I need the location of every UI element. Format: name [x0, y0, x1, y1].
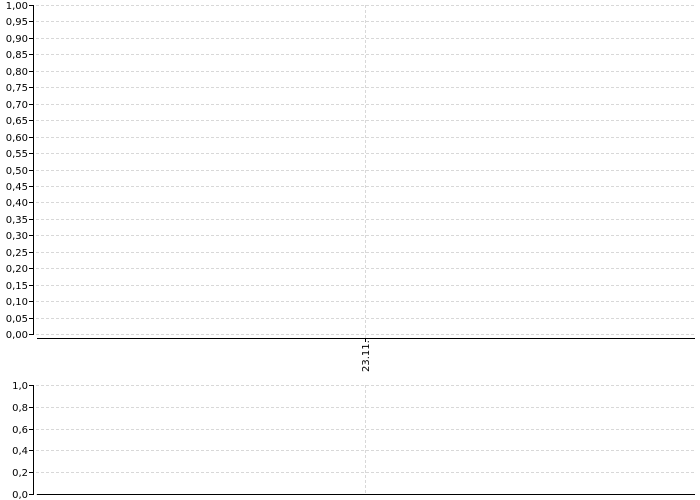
y-tick-label: 0,60: [6, 133, 28, 144]
y-tick-label: 0,90: [6, 34, 28, 45]
y-tick-label: 0,6: [12, 425, 28, 436]
y-tick-label: 0,35: [6, 215, 28, 226]
y-tick-label: 1,0: [12, 381, 28, 392]
x-tick-label: 23.11.: [361, 340, 372, 372]
y-tick-label: 0,45: [6, 182, 28, 193]
y-tick-label: 0,50: [6, 166, 28, 177]
y-tick-label: 0,05: [6, 314, 28, 325]
y-tick-label: 0,2: [12, 468, 28, 479]
y-tick-label: 0,80: [6, 67, 28, 78]
y-tick-label: 1,00: [6, 1, 28, 12]
y-tick-label: 0,4: [12, 446, 28, 457]
y-tick-label: 0,0: [12, 490, 28, 500]
y-tick-label: 0,70: [6, 100, 28, 111]
y-tick-label: 0,95: [6, 17, 28, 28]
y-tick-label: 0,15: [6, 281, 28, 292]
y-tick-label: 0,75: [6, 83, 28, 94]
y-tick-label: 0,8: [12, 403, 28, 414]
y-tick-label: 0,85: [6, 50, 28, 61]
top-chart: 0,00 0,05 0,10 0,15 0,20 0,25 0,30 0,35 0,40 0,45…: [6, 1, 695, 372]
y-tick-label: 0,20: [6, 264, 28, 275]
y-tick-label: 0,40: [6, 198, 28, 209]
y-tick-label: 0,30: [6, 231, 28, 242]
y-tick-label: 0,25: [6, 248, 28, 259]
y-tick-label: 0,55: [6, 149, 28, 160]
y-tick-label: 0,65: [6, 116, 28, 127]
y-tick-label: 0,10: [6, 297, 28, 308]
bottom-chart: 0,0 0,2 0,4 0,6 0,8 1,0: [12, 381, 695, 500]
y-tick-label: 0,00: [6, 330, 28, 341]
